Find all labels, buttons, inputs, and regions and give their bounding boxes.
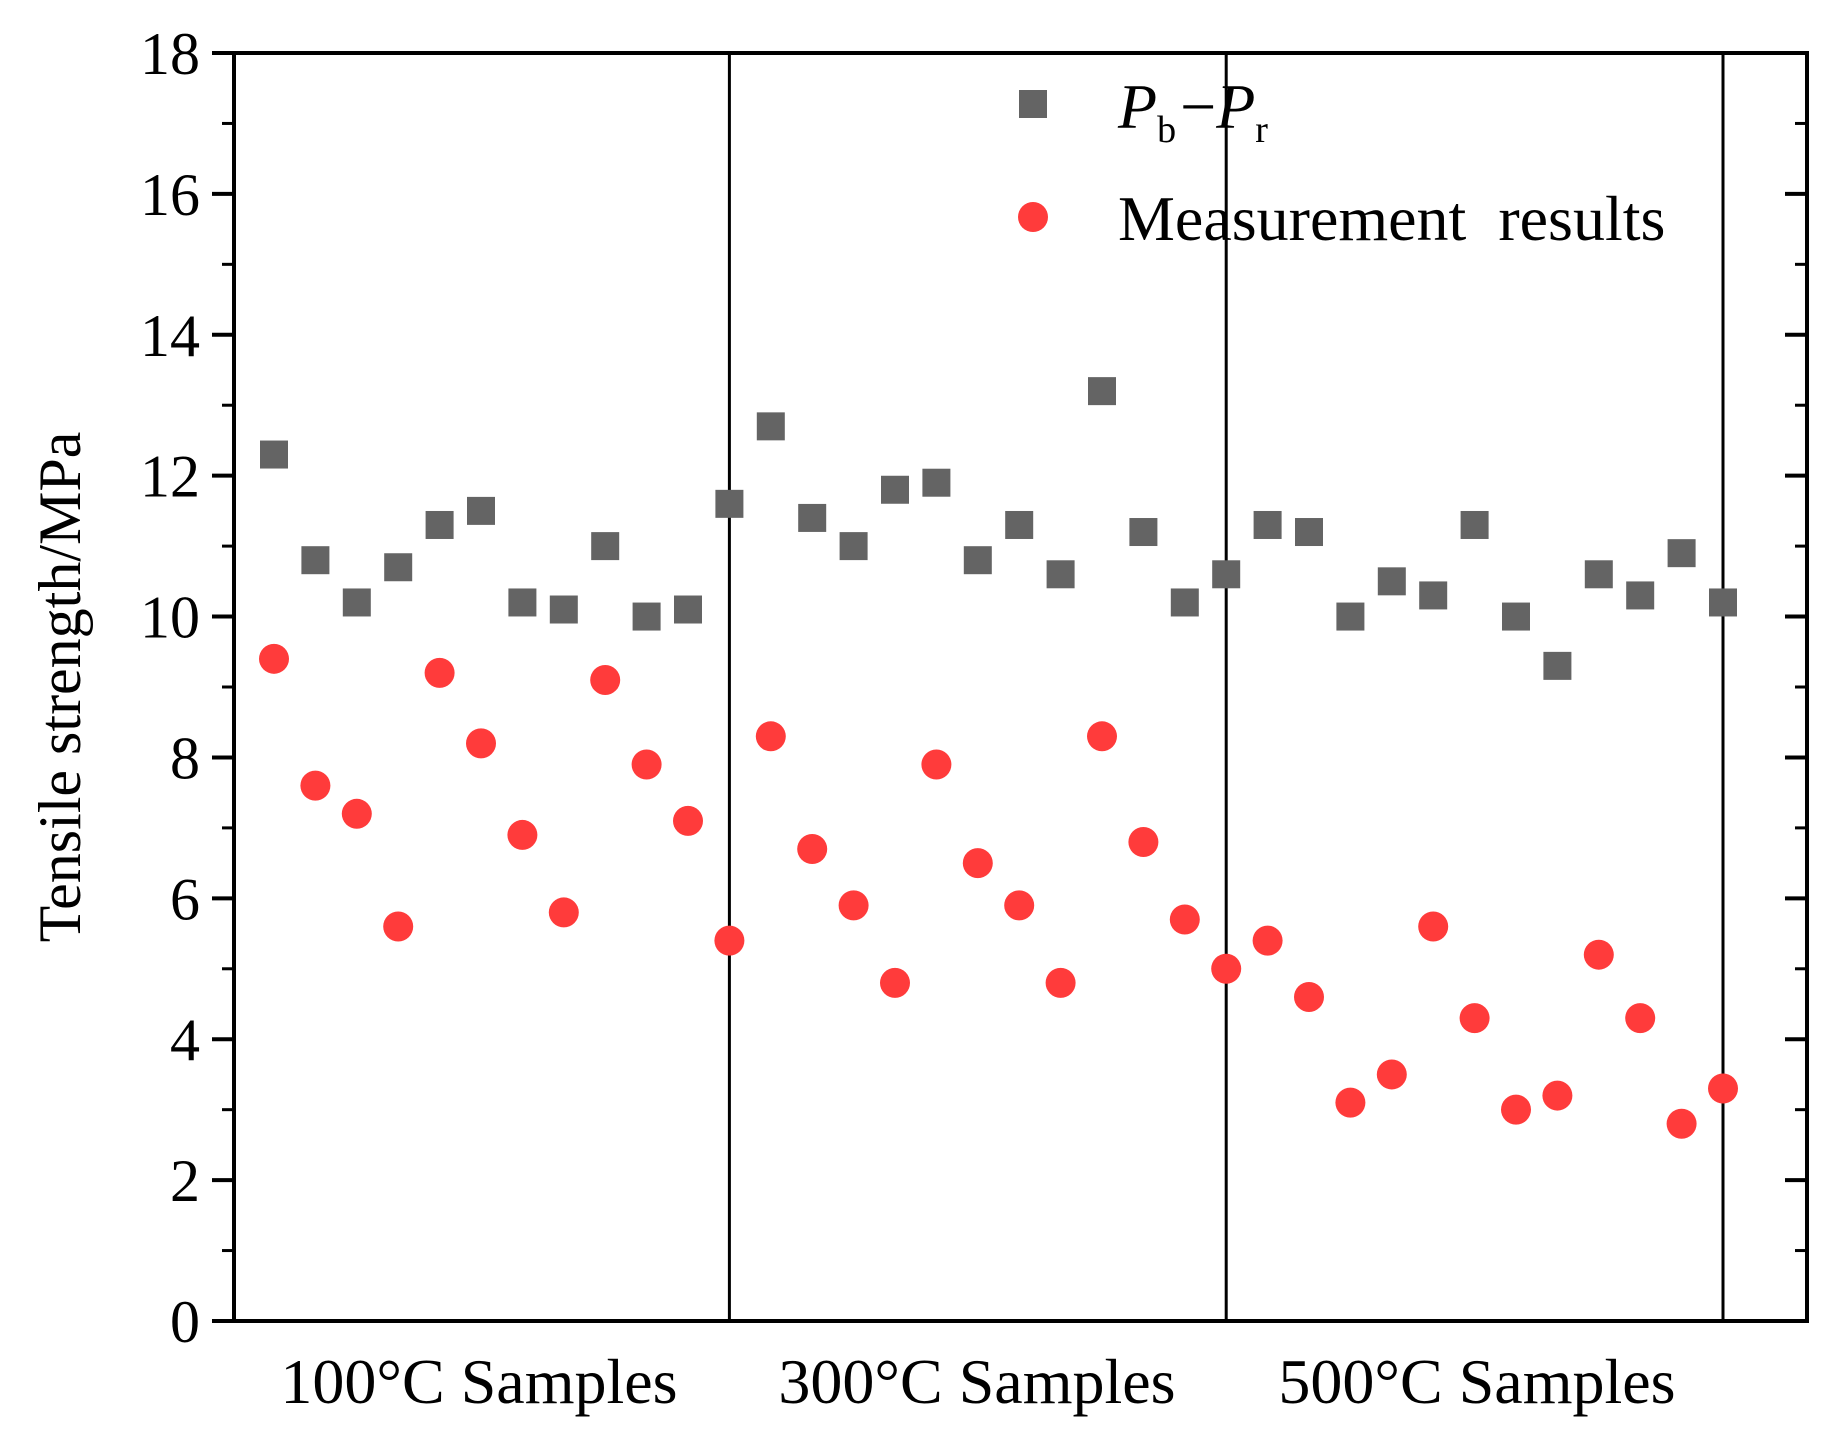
pb-pr-point (798, 503, 827, 532)
pb-pr-point (301, 546, 330, 575)
measurement-point (1087, 721, 1117, 752)
group-label-100c: 100°C Samples (280, 1346, 677, 1417)
measurement-point (1335, 1087, 1366, 1118)
measurement-point (797, 834, 828, 865)
measurement-point (631, 749, 662, 780)
pb-pr-point (260, 440, 288, 469)
measurement-point (1625, 1003, 1656, 1034)
pb-pr-point (715, 489, 744, 518)
measurement-point (673, 805, 703, 836)
y-tick-label: 14 (140, 303, 200, 369)
pb-pr-point (1212, 560, 1241, 589)
y-tick-label: 8 (170, 725, 200, 791)
y-tick-label: 10 (140, 585, 200, 651)
series-pb-pr-points (260, 377, 1737, 680)
measurement-point (300, 770, 331, 801)
pb-pr-point (591, 532, 620, 561)
measurement-point (714, 925, 745, 956)
pb-pr-point (674, 595, 702, 624)
pb-pr-point (1667, 539, 1696, 568)
y-tick-label: 16 (140, 162, 200, 228)
legend: Pb−Pr Measurement results (1018, 71, 1665, 254)
measurement-point (1418, 911, 1449, 942)
legend-label-measurement: Measurement results (1118, 183, 1665, 254)
measurement-point (1004, 890, 1035, 921)
measurement-point (1128, 826, 1159, 857)
measurement-point (1252, 925, 1283, 956)
measurement-point (1294, 981, 1324, 1012)
pb-pr-point (1460, 510, 1489, 539)
measurement-point (507, 819, 538, 850)
pb-pr-point (1129, 518, 1158, 547)
y-tick-label: 0 (170, 1289, 200, 1355)
measurement-point (341, 798, 372, 829)
measurement-point (962, 848, 993, 879)
pb-pr-point (839, 532, 868, 561)
y-axis-ticks: 0 2 4 6 8 10 12 14 16 18 (140, 21, 1807, 1355)
pb-pr-point (1626, 581, 1655, 610)
y-tick-label: 6 (170, 866, 200, 932)
measurement-point (1583, 939, 1614, 970)
pb-pr-point (1543, 651, 1572, 680)
measurement-point (1666, 1108, 1697, 1139)
pb-pr-point (508, 588, 537, 617)
measurement-point (755, 721, 786, 752)
measurement-point (424, 657, 455, 688)
pb-pr-point (1584, 560, 1613, 589)
measurement-point (590, 664, 621, 695)
pb-pr-point (922, 468, 951, 497)
pb-pr-point (384, 553, 413, 582)
pb-pr-point (632, 602, 661, 631)
group-label-500c: 500°C Samples (1278, 1346, 1675, 1417)
measurement-point (1045, 967, 1076, 998)
pb-pr-point (1295, 518, 1323, 547)
measurement-point (838, 890, 869, 921)
measurement-point (1169, 904, 1200, 935)
pb-pr-point (467, 496, 495, 525)
measurement-point (548, 897, 579, 928)
y-tick-label: 12 (140, 444, 200, 510)
measurement-point (466, 728, 496, 759)
group-label-300c: 300°C Samples (778, 1346, 1175, 1417)
measurement-point (1211, 953, 1242, 984)
pb-pr-point (1088, 377, 1116, 406)
measurement-point (383, 911, 414, 942)
pb-pr-point (881, 475, 909, 504)
y-tick-label: 18 (140, 21, 200, 87)
pb-pr-point (756, 412, 785, 441)
pb-pr-point (1253, 510, 1282, 539)
y-axis-title: Tensile strength/MPa (27, 432, 93, 943)
pb-pr-point (963, 546, 992, 575)
group-labels: 100°C Samples 300°C Samples 500°C Sample… (280, 1346, 1675, 1417)
y-tick-label: 4 (170, 1007, 200, 1073)
legend-label-pb-pr: Pb−Pr (1117, 71, 1268, 151)
measurement-point (1708, 1073, 1738, 1104)
pb-pr-point (1046, 560, 1075, 589)
measurement-point (1501, 1094, 1531, 1125)
legend-circle-marker (1018, 202, 1048, 232)
measurement-point (1376, 1059, 1407, 1090)
pb-pr-point (1377, 567, 1406, 596)
pb-pr-point (425, 510, 454, 539)
measurement-point (259, 643, 289, 674)
measurement-point (921, 749, 952, 780)
pb-pr-point (1709, 588, 1737, 617)
measurement-point (1459, 1003, 1490, 1034)
pb-pr-point (1336, 602, 1365, 631)
pb-pr-point (1419, 581, 1448, 610)
series-measurement-points (259, 643, 1738, 1139)
legend-square-marker (1019, 90, 1047, 118)
measurement-point (1542, 1080, 1573, 1111)
group-dividers (727, 53, 1725, 1321)
pb-pr-point (1170, 588, 1199, 617)
measurement-point (880, 967, 910, 998)
pb-pr-point (549, 595, 578, 624)
y-tick-label: 2 (170, 1148, 200, 1214)
plot-frame (232, 51, 1809, 1323)
pb-pr-point (1005, 510, 1034, 539)
pb-pr-point (342, 588, 371, 617)
pb-pr-point (1502, 602, 1530, 631)
